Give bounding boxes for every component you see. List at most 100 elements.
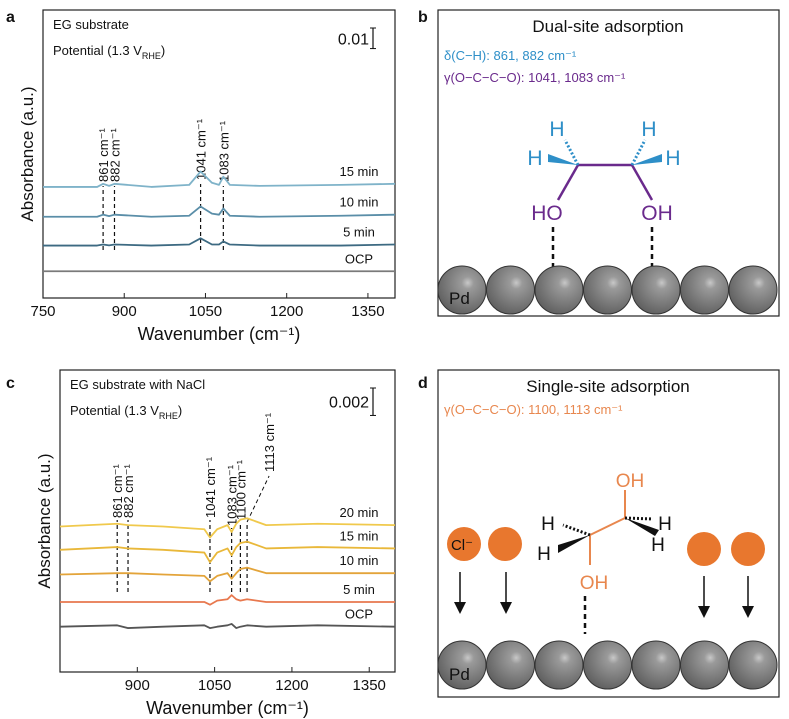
x-tick-label: 750 [30,303,55,320]
potential: Potential (1.3 VRHE) [70,403,182,421]
series-label: 10 min [339,195,378,210]
peak-label: 882 cm⁻¹ [107,128,122,182]
plot-frame [42,9,396,299]
peak-label: 1041 cm⁻¹ [194,118,209,180]
metal-atom [728,640,778,690]
plot-frame [59,369,396,673]
x-tick-label: 900 [125,677,150,694]
panel-d: Single-site adsorption γ(O−C−C−O): 1100,… [437,369,780,698]
series-label: 10 min [339,553,378,568]
panel-label: c [6,375,15,392]
spectrum-chart: 750 900 1050 1200 1350 Wavenumber (cm⁻¹) Absor… [18,9,396,344]
peak-label: 882 cm⁻¹ [121,464,136,518]
metal-label: Pd [449,289,470,308]
assignment: γ(O−C−C−O): 1041, 1083 cm⁻¹ [444,70,626,85]
metal-atom [534,265,584,315]
metal-atom [486,265,535,315]
panel-label: a [6,9,15,26]
peak-leader [246,475,270,523]
wedge [558,535,590,553]
metal-atom [534,640,584,690]
atom: OH [580,573,609,594]
x-tick-label: 1050 [198,677,231,694]
x-tick-label: 1350 [351,303,384,320]
bond [624,516,654,521]
atom: H [665,147,680,170]
atom: OH [641,202,673,225]
series-label: 15 min [339,164,378,179]
bond [630,139,647,166]
y-axis-label: Absorbance (a.u.) [18,86,37,221]
atom: H [658,514,672,535]
substrate: EG substrate with NaCl [70,377,205,392]
panel-label: d [418,375,428,392]
x-tick-label: 1350 [353,677,386,694]
peak-label: 1041 cm⁻¹ [203,456,218,518]
bond [563,139,580,166]
atom: H [527,147,542,170]
bond [562,523,591,537]
bond [589,517,626,536]
metal-atom [583,265,632,315]
series-label: OCP [345,607,373,622]
atom: H [549,118,564,141]
scale-label: 0.002 [329,395,369,412]
panel-title: Dual-site adsorption [532,17,683,36]
chloride [488,527,522,561]
series-label: OCP [345,251,373,266]
assignment: δ(C−H): 861, 882 cm⁻¹ [444,48,577,63]
potential: Potential (1.3 VRHE) [53,43,165,61]
spectrum [43,237,396,247]
series-label: 5 min [343,225,375,240]
panel-label: b [418,9,428,26]
x-tick-label: 1050 [189,303,222,320]
atom: H [541,514,555,535]
metal-atom [631,265,681,315]
substrate: EG substrate [53,17,129,32]
wedge [548,154,578,165]
ion-label: Cl⁻ [451,537,473,554]
peak-label: 1100 cm⁻¹ [233,459,248,520]
metal-row [437,265,778,315]
metal-atom [631,640,681,690]
panel-frame [437,369,780,698]
spectrum [59,517,396,539]
spectrum-chart: 900 1050 1200 1350 Wavenumber (cm⁻¹) Absorban… [35,369,396,718]
spectrum [59,623,396,629]
chloride [447,527,481,561]
metal-atom [486,640,535,690]
atom: H [641,118,656,141]
metal-label: Pd [449,665,470,684]
atom: H [651,535,665,556]
bond [630,164,654,201]
peak-label: 861 cm⁻¹ [96,128,111,182]
spectrum [59,566,395,583]
x-tick-label: 1200 [275,677,308,694]
series-label: 20 min [339,505,378,520]
spectrum [59,540,396,564]
atom: OH [616,471,645,492]
peak-label: 1083 cm⁻¹ [216,120,231,182]
series-label: 5 min [343,582,375,597]
spectrum [60,594,395,606]
atom: H [537,544,551,565]
x-tick-label: 900 [112,303,137,320]
panel-title: Single-site adsorption [526,377,689,396]
scale-label: 0.01 [338,31,369,48]
x-axis-label: Wavenumber (cm⁻¹) [146,698,309,718]
panel-b: Dual-site adsorption δ(C−H): 861, 882 cm… [437,9,780,317]
metal-atom [728,265,778,315]
x-tick-label: 1200 [270,303,303,320]
peak-label: 1083 cm⁻¹ [225,464,240,526]
assignment: γ(O−C−C−O): 1100, 1113 cm⁻¹ [444,402,623,417]
spectrum [43,205,396,218]
chloride [731,532,765,566]
chloride [687,532,721,566]
peak-label: 1113 cm⁻¹ [262,412,277,472]
spectrum [43,170,396,188]
wedge [625,518,659,536]
metal-atom [583,640,632,690]
y-axis-label: Absorbance (a.u.) [35,453,54,588]
metal-atom [680,640,729,690]
